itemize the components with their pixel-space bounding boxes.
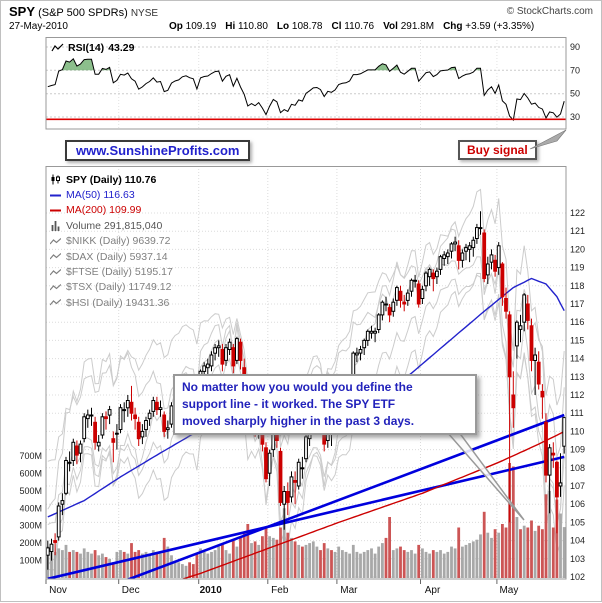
legend-item-ma50: MA(50) 116.63 [50, 187, 173, 202]
chart-date: 27-May-2010 [9, 21, 68, 32]
svg-text:50: 50 [570, 89, 580, 99]
squiggle-icon [50, 251, 62, 262]
legend-text: $NIKK (Daily) 9639.72 [66, 235, 171, 248]
svg-text:Nov: Nov [49, 585, 67, 596]
quote-hi: Hi 110.80 [225, 21, 268, 32]
svg-text:Dec: Dec [122, 585, 140, 596]
svg-text:112: 112 [570, 390, 584, 400]
svg-text:104: 104 [570, 536, 585, 546]
quote-chg: Chg +3.59 (+3.35%) [443, 21, 535, 32]
squiggle-icon [50, 267, 62, 278]
svg-text:108: 108 [570, 463, 585, 473]
bars-icon [50, 220, 62, 232]
svg-text:103: 103 [570, 554, 585, 564]
legend-item-dax: $DAX (Daily) 5937.14 [50, 249, 173, 264]
rsi-name: RSI(14) [68, 42, 105, 54]
annotation-line: No matter how you would you define the [182, 380, 413, 394]
legend-text: $TSX (Daily) 11749.12 [66, 281, 172, 294]
symbol: SPY [9, 4, 36, 19]
svg-text:115: 115 [570, 335, 584, 345]
svg-text:May: May [499, 585, 518, 596]
quote-lo: Lo 108.78 [276, 21, 323, 32]
svg-text:110: 110 [570, 426, 584, 436]
chart-header: SPY (S&P 500 SPDRs) NYSE [9, 4, 158, 19]
price-volume-panel: 102 103 104 105 106 107 108 109 110 111 112 113 114 1… [19, 166, 585, 596]
legend-text: $DAX (Daily) 5937.14 [66, 250, 168, 263]
legend-text: MA(200) 109.99 [66, 204, 142, 217]
annotation-callout: No matter how you would you define the s… [173, 374, 477, 436]
svg-text:107: 107 [570, 481, 585, 491]
svg-text:100M: 100M [19, 556, 42, 566]
svg-text:600M: 600M [19, 468, 42, 478]
legend-text: $FTSE (Daily) 5195.17 [66, 266, 173, 279]
svg-text:500M: 500M [19, 486, 42, 496]
legend-item-volume: Volume 291,815,040 [50, 218, 173, 233]
legend-text: $HSI (Daily) 19431.36 [66, 296, 170, 309]
legend-text: SPY (Daily) 110.76 [66, 173, 157, 186]
candles-icon [50, 174, 62, 185]
buy-signal-arrow-icon [529, 129, 567, 150]
legend-text: MA(50) 116.63 [66, 189, 135, 202]
legend-text: Volume 291,815,040 [66, 219, 163, 232]
line-icon [50, 190, 62, 201]
svg-text:121: 121 [570, 226, 585, 236]
svg-text:109: 109 [570, 445, 585, 455]
squiggle-icon [50, 236, 62, 247]
svg-text:122: 122 [570, 208, 585, 218]
legend-item-ma200: MA(200) 109.99 [50, 203, 173, 218]
indicator-zigzag-icon [51, 43, 64, 52]
quote-op: Op 109.19 [169, 21, 217, 32]
svg-text:114: 114 [570, 354, 584, 364]
symbol-name: (S&P 500 SPDRs) [38, 7, 128, 19]
svg-text:700M: 700M [19, 451, 42, 461]
svg-text:Mar: Mar [340, 585, 358, 596]
svg-text:106: 106 [570, 499, 585, 509]
svg-text:70: 70 [570, 65, 580, 75]
svg-text:Apr: Apr [425, 585, 441, 596]
svg-text:2010: 2010 [200, 585, 223, 596]
rsi-indicator-label: RSI(14) 43.29 [51, 42, 134, 54]
rsi-panel: 30 50 70 90 [45, 37, 580, 130]
legend-item-hsi: $HSI (Daily) 19431.36 [50, 295, 173, 310]
quote-vol: Vol 291.8M [383, 21, 435, 32]
legend-item-spy: SPY (Daily) 110.76 [50, 172, 173, 187]
stockcharts-credit: © StockCharts.com [506, 6, 593, 17]
svg-text:111: 111 [570, 408, 584, 418]
svg-text:300M: 300M [19, 521, 42, 531]
chart-legend: SPY (Daily) 110.76 MA(50) 116.63 MA(200) 1… [50, 172, 173, 311]
legend-item-tsx: $TSX (Daily) 11749.12 [50, 280, 173, 295]
svg-text:113: 113 [570, 372, 584, 382]
annotation-line: support line - it worked. The SPY ETF [182, 397, 396, 412]
squiggle-icon [50, 297, 62, 308]
svg-text:102: 102 [570, 572, 585, 582]
svg-text:90: 90 [570, 42, 580, 52]
svg-text:200M: 200M [19, 538, 42, 548]
svg-text:116: 116 [570, 317, 584, 327]
svg-text:117: 117 [570, 299, 584, 309]
svg-text:Feb: Feb [271, 585, 289, 596]
line-icon [50, 205, 62, 216]
exchange: NYSE [130, 8, 159, 19]
quote-cl: Cl 110.76 [331, 21, 375, 32]
rsi-value: 43.29 [108, 42, 135, 54]
svg-text:105: 105 [570, 517, 585, 527]
ohlc-quote-line: Op 109.19 Hi 110.80 Lo 108.78 Cl 110.76 Vol … [169, 21, 543, 32]
svg-text:120: 120 [570, 244, 585, 254]
watermark-link[interactable]: www.SunshineProfits.com [65, 140, 251, 161]
svg-text:119: 119 [570, 263, 584, 273]
annotation-line: moved sharply higher in the past 3 days. [182, 414, 415, 429]
svg-text:30: 30 [570, 112, 580, 122]
svg-text:118: 118 [570, 281, 584, 291]
squiggle-icon [50, 282, 62, 293]
svg-text:400M: 400M [19, 503, 42, 513]
legend-item-ftse: $FTSE (Daily) 5195.17 [50, 264, 173, 279]
legend-item-nikk: $NIKK (Daily) 9639.72 [50, 234, 173, 249]
buy-signal-badge: Buy signal [458, 140, 537, 160]
